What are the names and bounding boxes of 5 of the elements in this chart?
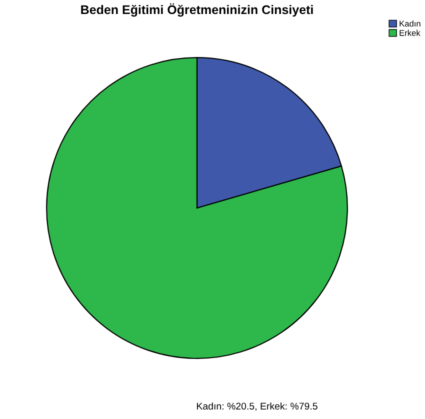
- pie-slice: [46, 57, 348, 359]
- legend-label: Erkek: [400, 30, 420, 36]
- text: Kadın: %20.5, Erkek: %79.5: [197, 402, 318, 411]
- legend-label: Kadın: [400, 20, 420, 27]
- chart-title: Beden Eğitimi Öğretmeninizin Cinsiyeti: [81, 3, 313, 17]
